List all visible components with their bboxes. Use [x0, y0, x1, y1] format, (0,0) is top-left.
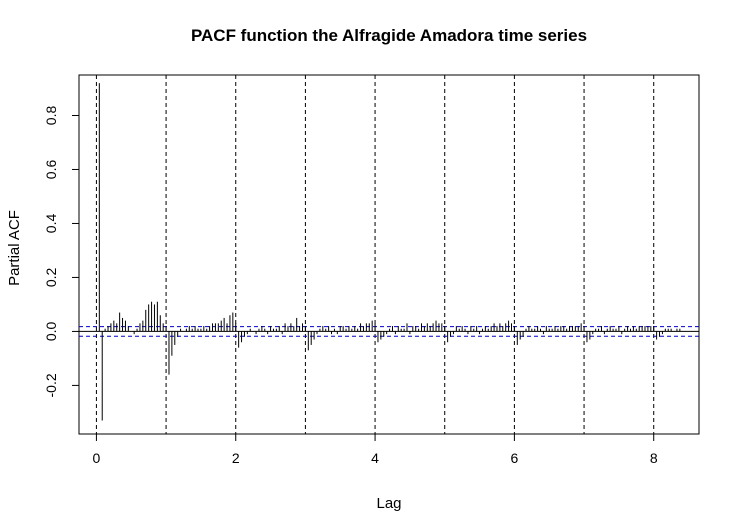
- y-tick-label-4: 0.6: [43, 160, 59, 180]
- x-tick-label-2: 4: [371, 450, 379, 466]
- chart-title: PACF function the Alfragide Amadora time…: [191, 26, 587, 45]
- y-tick-label-3: 0.4: [43, 214, 59, 234]
- plot-frame: [78, 74, 700, 435]
- y-tick-label-2: 0.2: [43, 268, 59, 288]
- y-axis-label: Partial ACF: [6, 210, 23, 286]
- plot-area: 0 2 4 6 8 -0.2 0.0 0.2 0.4 0.6 0.8: [43, 74, 700, 466]
- x-tick-label-0: 0: [93, 450, 101, 466]
- x-axis-label: Lag: [376, 495, 401, 512]
- y-tick-label-0: -0.2: [43, 373, 59, 397]
- x-tick-label-3: 6: [510, 450, 518, 466]
- x-tick-label-4: 8: [650, 450, 658, 466]
- y-tick-label-1: 0.0: [43, 321, 59, 341]
- y-tick-label-5: 0.8: [43, 106, 59, 126]
- x-tick-label-1: 2: [232, 450, 240, 466]
